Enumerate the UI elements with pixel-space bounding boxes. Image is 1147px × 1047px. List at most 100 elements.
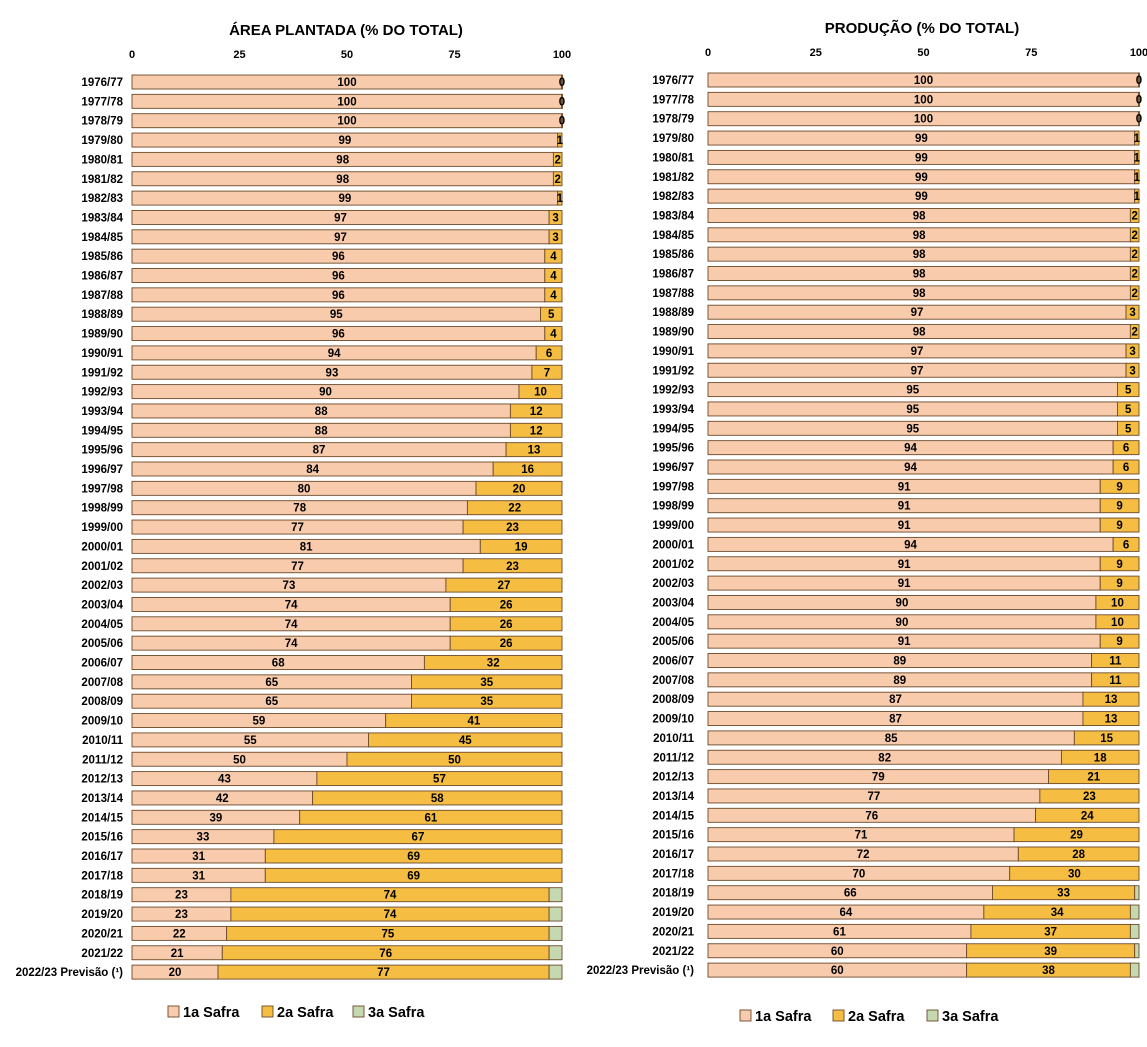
bar-segment-2a-safra	[449, 597, 563, 612]
bar-segment-2a-safra	[1095, 614, 1140, 630]
bar-row: 1990/91 97 3	[652, 343, 1140, 359]
bar-row: 2016/17 31 69	[81, 848, 563, 864]
category-label: 1986/87	[652, 269, 694, 281]
data-label: 90	[896, 597, 909, 609]
bar-segment-2a-safra	[264, 867, 563, 883]
data-label: 45	[459, 735, 472, 747]
bar-segment-2a-safra	[557, 190, 563, 206]
data-label: 15	[1100, 733, 1113, 745]
category-label: 2018/19	[652, 888, 694, 900]
data-label: 100	[337, 77, 356, 89]
bar-segment-2a-safra	[1073, 730, 1140, 746]
x-tick-label: 75	[448, 49, 460, 61]
bar-row: 1984/85 98 2	[652, 227, 1140, 243]
x-tick-label: 0	[129, 49, 135, 61]
bar-segment-2a-safra	[509, 403, 563, 419]
legend-swatch	[832, 1009, 845, 1022]
category-label: 2015/16	[652, 830, 694, 842]
category-label: 2012/13	[81, 774, 123, 786]
data-label: 4	[550, 329, 557, 341]
bar-row: 2008/09 87 13	[652, 691, 1140, 707]
data-label: 4	[550, 251, 557, 263]
bar-segment-2a-safra	[1095, 595, 1140, 610]
data-label: 5	[1125, 404, 1132, 416]
data-label: 6	[546, 348, 552, 360]
bar-segment-2a-safra	[1082, 691, 1140, 707]
data-label: 26	[500, 619, 513, 631]
bar-segment-2a-safra	[1082, 711, 1140, 726]
data-label: 88	[315, 425, 328, 437]
bar-segment-2a-safra	[1129, 324, 1140, 339]
bar-row: 1994/95 95 5	[652, 420, 1140, 436]
x-tick-label: 100	[553, 49, 571, 61]
bar-segment-2a-safra	[544, 248, 563, 264]
category-label: 2021/22	[81, 948, 123, 960]
data-label: 91	[898, 481, 911, 493]
data-label: 43	[218, 774, 231, 786]
data-label: 7	[544, 367, 550, 379]
data-label: 98	[913, 327, 926, 339]
data-label: 91	[898, 559, 911, 571]
data-label: 50	[448, 754, 461, 766]
bar-segment-2a-safra	[411, 693, 563, 709]
category-label: 2015/16	[81, 832, 123, 844]
bar-segment-2a-safra	[540, 306, 563, 322]
category-label: 2011/12	[653, 752, 694, 764]
bar-segment-2a-safra	[385, 713, 563, 728]
bar-row: 1988/89 97 3	[652, 304, 1140, 320]
category-label: 2019/20	[652, 907, 694, 919]
bar-segment-2a-safra	[368, 732, 563, 748]
data-label: 21	[1087, 772, 1100, 784]
bar-segment-2a-safra	[544, 268, 563, 283]
category-label: 2008/09	[81, 696, 123, 708]
chart-title: ÁREA PLANTADA (% DO TOTAL)	[229, 22, 463, 39]
data-label: 5	[1125, 385, 1132, 397]
category-label: 1987/88	[81, 290, 123, 302]
data-label: 72	[857, 849, 870, 861]
bar-row: 2002/03 91 9	[652, 575, 1140, 591]
bar-segment-2a-safra	[1129, 285, 1140, 301]
category-label: 1990/91	[81, 348, 123, 360]
data-label: 27	[498, 580, 511, 592]
data-label: 93	[326, 367, 339, 379]
data-label: 100	[337, 116, 356, 128]
category-label: 2007/08	[652, 675, 694, 687]
bar-segment-2a-safra	[445, 577, 563, 593]
bar-row: 1999/00 91 9	[652, 517, 1140, 533]
data-label: 76	[379, 948, 392, 960]
bar-row: 1981/82 98 2	[81, 171, 563, 187]
x-tick-label: 25	[810, 47, 822, 59]
data-label: 98	[336, 174, 349, 186]
bar-row: 2021/22 21 76	[81, 945, 563, 961]
legend-label: 1a Safra	[755, 1009, 812, 1025]
category-label: 2007/08	[81, 677, 123, 689]
data-label: 99	[915, 133, 928, 145]
bar-segment-2a-safra	[449, 616, 563, 632]
bar-row: 1984/85 97 3	[81, 229, 563, 245]
bar-row: 1991/92 97 3	[652, 362, 1140, 378]
category-label: 2001/02	[652, 559, 694, 571]
bar-row: 2022/23 Previsão (¹) 60 38	[587, 962, 1140, 978]
data-label: 98	[913, 230, 926, 242]
bar-row: 1997/98 80 20	[81, 480, 563, 496]
category-label: 2003/04	[81, 599, 123, 611]
data-label: 21	[171, 948, 184, 960]
bar-row: 2022/23 Previsão (¹) 20 77	[16, 964, 563, 980]
data-label: 100	[337, 96, 356, 108]
category-label: 2021/22	[652, 946, 694, 958]
category-label: 2005/06	[81, 638, 123, 650]
data-label: 77	[291, 561, 304, 573]
bar-segment-2a-safra	[1099, 517, 1140, 533]
bar-row: 1979/80 99 1	[81, 132, 564, 148]
bar-row: 1983/84 98 2	[652, 207, 1140, 223]
data-label: 26	[500, 638, 513, 650]
area-plantada-chart: ÁREA PLANTADA (% DO TOTAL)0 25 50 75 1001976…	[16, 22, 572, 1021]
data-label: 12	[530, 406, 543, 418]
data-label: 91	[898, 636, 911, 648]
data-label: 60	[831, 965, 844, 977]
data-label: 69	[407, 851, 420, 863]
bar-row: 2017/18 70 30	[652, 865, 1140, 881]
data-label: 11	[1109, 675, 1122, 687]
category-label: 1980/81	[81, 154, 123, 166]
bar-row: 2012/13 79 21	[652, 769, 1140, 785]
